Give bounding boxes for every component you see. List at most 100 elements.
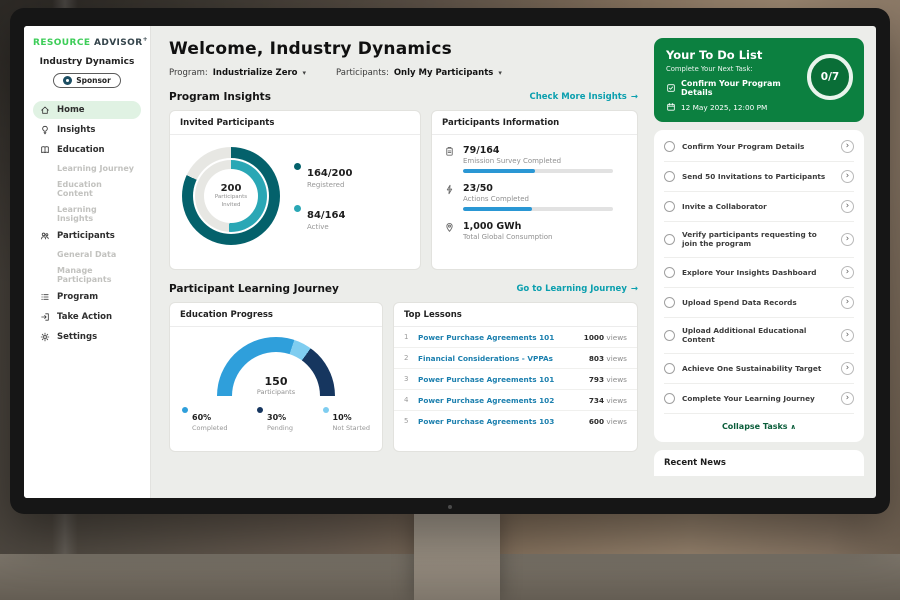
chevron-right-icon[interactable]: › <box>841 200 854 213</box>
task-checkbox[interactable] <box>664 233 675 245</box>
todo-task-row[interactable]: Achieve One Sustainability Target › <box>664 354 854 384</box>
legend-label: Not Started <box>332 424 370 432</box>
lesson-rank: 5 <box>404 417 409 425</box>
sidebar-item-participants[interactable]: Participants <box>33 227 141 245</box>
lesson-views: 803 <box>588 353 605 363</box>
monitor-bezel: RESOURCE ADVISOR+ Industry Dynamics Spon… <box>10 8 890 514</box>
task-label: Explore Your Insights Dashboard <box>682 267 817 277</box>
collapse-tasks-link[interactable]: Collapse Tasks ∧ <box>664 414 854 440</box>
todo-task-row[interactable]: Verify participants requesting to join t… <box>664 222 854 258</box>
section-title: Program Insights <box>169 91 271 103</box>
sidebar-item-learning-journey[interactable]: Learning Journey <box>57 163 134 173</box>
sidebar-item-take-action[interactable]: Take Action <box>33 308 141 326</box>
chevron-right-icon[interactable]: › <box>841 328 854 342</box>
participants-select[interactable]: Participants: Only My Participants ▾ <box>336 68 502 78</box>
gear-icon <box>40 332 50 342</box>
todo-next-task[interactable]: Confirm Your Program Details <box>666 79 806 97</box>
task-checkbox[interactable] <box>664 296 675 308</box>
people-icon <box>41 232 49 240</box>
lesson-row[interactable]: 2 Financial Considerations - VPPAs 803 v… <box>394 348 637 369</box>
task-checkbox[interactable] <box>664 362 675 374</box>
todo-column: Your To Do List Complete Your Next Task:… <box>652 26 876 498</box>
sidebar-item-program[interactable]: Program <box>33 288 141 306</box>
learning-journey-cards: Education Progress 150 Participants 60% C… <box>169 302 638 452</box>
lesson-link[interactable]: Power Purchase Agreements 101 <box>418 374 555 384</box>
chevron-right-icon[interactable]: › <box>841 295 854 309</box>
stat-value: 23/50 <box>463 183 493 194</box>
sponsor-badge[interactable]: Sponsor <box>53 73 121 88</box>
task-checkbox[interactable] <box>664 141 675 152</box>
legend-item: 60% Completed <box>182 405 227 432</box>
recent-news-card[interactable]: Recent News <box>654 449 864 476</box>
next-task-label: Confirm Your Program Details <box>681 79 781 97</box>
nav-label: Settings <box>57 332 98 342</box>
top-lessons-card: Top Lessons 1 Power Purchase Agreements … <box>393 302 638 452</box>
lesson-link[interactable]: Power Purchase Agreements 103 <box>418 416 555 426</box>
nav-label: Education <box>57 145 105 155</box>
sidebar-item-home[interactable]: Home <box>33 101 141 119</box>
lesson-link[interactable]: Financial Considerations - VPPAs <box>418 353 554 363</box>
filter-bar: Program: Industrialize Zero ▾ Participan… <box>169 68 638 78</box>
legend-dot <box>322 407 329 413</box>
monitor-logo <box>448 505 452 509</box>
todo-task-row[interactable]: Send 50 Invitations to Participants › <box>664 162 854 192</box>
card-title: Education Progress <box>170 303 382 327</box>
chevron-right-icon[interactable]: › <box>841 361 854 375</box>
sidebar-item-education-content[interactable]: Education Content <box>57 179 102 198</box>
chevron-right-icon[interactable]: › <box>841 140 854 153</box>
education-progress-card: Education Progress 150 Participants 60% C… <box>169 302 383 452</box>
donut-legend: 164/200 Registered 84/164 Active <box>294 161 352 231</box>
task-checkbox[interactable] <box>664 266 675 278</box>
link-label: Go to Learning Journey <box>516 284 627 294</box>
sidebar-item-settings[interactable]: Settings <box>33 328 141 346</box>
todo-task-row[interactable]: Invite a Collaborator › <box>664 192 854 222</box>
chevron-right-icon[interactable]: › <box>841 170 854 183</box>
sponsor-label: Sponsor <box>76 76 111 85</box>
program-insights-cards: Invited Participants 200 Participants In… <box>169 110 638 270</box>
todo-task-row[interactable]: Confirm Your Program Details › <box>664 132 854 162</box>
stat-value: 79/164 <box>463 145 500 156</box>
todo-task-row[interactable]: Complete Your Learning Journey › <box>664 384 854 414</box>
task-checkbox[interactable] <box>664 329 675 341</box>
nav-label: Program <box>57 292 99 302</box>
todo-task-row[interactable]: Upload Spend Data Records › <box>664 288 854 318</box>
main-content: Welcome, Industry Dynamics Program: Indu… <box>151 26 652 498</box>
link-label: Check More Insights <box>529 92 627 102</box>
sidebar-item-insights[interactable]: Insights <box>33 121 141 139</box>
recent-news-title: Recent News <box>664 457 726 468</box>
legend-dot <box>257 407 263 413</box>
todo-task-row[interactable]: Explore Your Insights Dashboard › <box>664 258 854 288</box>
task-checkbox[interactable] <box>664 201 675 212</box>
sidebar-item-general-data[interactable]: General Data <box>57 249 117 259</box>
sidebar-item-manage-participants[interactable]: Manage Participants <box>57 265 112 284</box>
todo-task-row[interactable]: Upload Additional Educational Content › <box>664 318 854 354</box>
participants-information-card: Participants Information 79/164 Emission… <box>431 110 638 270</box>
chevron-right-icon[interactable]: › <box>841 391 854 405</box>
sidebar-item-education[interactable]: Education <box>33 141 141 159</box>
lesson-link[interactable]: Power Purchase Agreements 102 <box>418 395 555 405</box>
chevron-right-icon[interactable]: › <box>841 232 854 246</box>
lesson-row[interactable]: 4 Power Purchase Agreements 102 734 view… <box>394 390 637 411</box>
todo-due-date: 12 May 2025, 12:00 PM <box>666 102 852 112</box>
lesson-rank: 4 <box>404 396 409 404</box>
task-checkbox[interactable] <box>664 392 675 404</box>
logo-resource: RESOURCE <box>33 38 91 48</box>
program-value: Industrialize Zero <box>212 68 298 78</box>
invited-donut-chart: 200 Participants Invited <box>182 147 280 245</box>
go-to-learning-journey-link[interactable]: Go to Learning Journey → <box>516 284 638 294</box>
task-label: Achieve One Sustainability Target <box>682 363 822 373</box>
program-select[interactable]: Program: Industrialize Zero ▾ <box>169 68 306 78</box>
location-pin-icon <box>446 223 453 232</box>
task-label: Verify participants requesting to join t… <box>682 230 817 249</box>
lesson-link[interactable]: Power Purchase Agreements 101 <box>418 332 555 342</box>
actions-completed-row: 23/50 Actions Completed <box>444 183 625 211</box>
lesson-row[interactable]: 1 Power Purchase Agreements 101 1000 vie… <box>394 327 637 348</box>
task-checkbox[interactable] <box>664 171 675 182</box>
lesson-row[interactable]: 5 Power Purchase Agreements 103 600 view… <box>404 416 627 426</box>
sidebar-item-learning-insights[interactable]: Learning Insights <box>57 204 97 223</box>
check-more-insights-link[interactable]: Check More Insights → <box>530 92 639 102</box>
gauge-center-label: Participants <box>256 388 296 396</box>
chevron-right-icon[interactable]: › <box>841 265 854 279</box>
lesson-rank: 1 <box>404 333 409 341</box>
lesson-row[interactable]: 3 Power Purchase Agreements 101 793 view… <box>394 369 637 390</box>
